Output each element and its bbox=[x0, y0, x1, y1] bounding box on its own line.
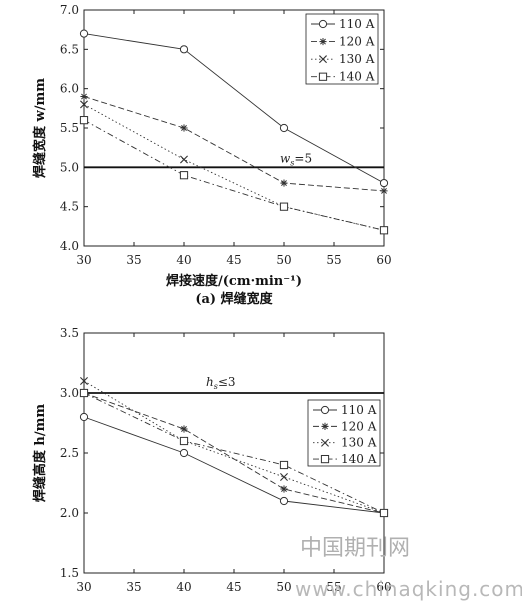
x-tick-label: 35 bbox=[126, 253, 141, 267]
legend-marker bbox=[321, 422, 329, 430]
watermark-url: www.chinaqking.com bbox=[295, 577, 522, 601]
x-tick-label: 30 bbox=[76, 580, 91, 594]
x-tick-label: 40 bbox=[176, 580, 191, 594]
x-tick-label: 35 bbox=[126, 580, 141, 594]
legend-label: 140 A bbox=[341, 452, 377, 466]
data-point bbox=[79, 29, 89, 38]
chart-weld-width: 30 35 40 45 50 55 60 4.0 4.5 5.0 5.5 6.0 6.5 7.0 ws=5 1… bbox=[32, 3, 392, 307]
x-tick-label: 55 bbox=[326, 580, 341, 594]
series-line bbox=[83, 96, 385, 192]
legend-frame bbox=[307, 399, 381, 467]
series-110a bbox=[79, 29, 389, 188]
legend-label: 130 A bbox=[339, 52, 375, 66]
series-line bbox=[83, 416, 385, 514]
legend-marker bbox=[320, 405, 330, 415]
y-axis-label: 焊缝高度 h/mm bbox=[32, 404, 48, 502]
y-tick-label: 7.0 bbox=[60, 3, 79, 17]
series-140a bbox=[79, 388, 389, 518]
y-tick-label: 2.5 bbox=[60, 446, 79, 460]
data-point bbox=[179, 171, 189, 180]
legend-label: 140 A bbox=[339, 70, 375, 84]
y-tick-label: 4.0 bbox=[60, 239, 79, 253]
data-point bbox=[280, 179, 288, 187]
data-point bbox=[379, 226, 389, 235]
series-line bbox=[83, 380, 385, 514]
legend-marker bbox=[320, 454, 330, 464]
series-line bbox=[83, 33, 385, 184]
legend-marker bbox=[318, 72, 328, 81]
legend: 110 A 120 A 130 A 140 A bbox=[305, 13, 379, 85]
legend-marker bbox=[319, 37, 327, 46]
legend-label: 120 A bbox=[339, 35, 375, 49]
watermark: 中国期刊网 www.chinaqking.com bbox=[295, 536, 522, 601]
legend-marker bbox=[319, 55, 327, 64]
legend-label: 130 A bbox=[341, 436, 377, 450]
reference-label: hs≤3 bbox=[206, 375, 236, 391]
data-point bbox=[80, 100, 88, 109]
y-tick-label: 6.0 bbox=[60, 82, 79, 96]
x-tick-label: 45 bbox=[226, 580, 241, 594]
x-tick-label: 60 bbox=[376, 253, 391, 267]
series-120a bbox=[80, 92, 388, 195]
legend-label: 110 A bbox=[339, 17, 375, 31]
data-point bbox=[280, 473, 288, 481]
series-line bbox=[83, 392, 385, 514]
chart-weld-height: 30 35 40 45 50 55 60 1.5 2.0 2.5 3.0 3.5 hs≤3 110 A 12… bbox=[32, 326, 392, 594]
data-point bbox=[180, 124, 188, 132]
x-tick-label: 60 bbox=[376, 580, 391, 594]
y-tick-label: 3.5 bbox=[60, 326, 79, 340]
x-tick-label: 50 bbox=[276, 253, 291, 267]
series-line bbox=[83, 392, 385, 514]
data-point bbox=[80, 377, 88, 385]
series-140a bbox=[79, 116, 389, 235]
x-tick-label: 30 bbox=[76, 253, 91, 267]
data-point bbox=[180, 155, 188, 164]
y-tick-label: 5.0 bbox=[60, 160, 79, 174]
x-tick-label: 45 bbox=[226, 253, 241, 267]
reference-label: ws=5 bbox=[280, 151, 312, 167]
data-point bbox=[179, 448, 189, 458]
watermark-text: 中国期刊网 bbox=[300, 536, 410, 561]
data-point bbox=[279, 460, 289, 470]
data-point bbox=[380, 187, 388, 195]
data-point bbox=[279, 496, 289, 506]
legend-marker bbox=[321, 438, 329, 447]
legend: 110 A 120 A 130 A 140 A bbox=[307, 399, 381, 467]
y-tick-label: 1.5 bbox=[60, 566, 79, 580]
data-point bbox=[279, 123, 289, 133]
data-point bbox=[379, 178, 389, 188]
x-tick-label: 40 bbox=[176, 253, 191, 267]
y-tick-label: 2.0 bbox=[60, 506, 79, 520]
y-tick-label: 6.5 bbox=[60, 42, 79, 56]
data-point bbox=[180, 425, 188, 433]
x-tick-label: 50 bbox=[276, 580, 291, 594]
chart-caption: (a) 焊缝宽度 bbox=[195, 291, 273, 307]
series-line bbox=[83, 119, 385, 231]
data-point bbox=[179, 436, 189, 446]
y-tick-label: 5.5 bbox=[60, 121, 79, 135]
y-tick-label: 4.5 bbox=[60, 200, 79, 214]
legend-label: 120 A bbox=[341, 419, 377, 433]
x-tick-label: 55 bbox=[326, 253, 341, 267]
x-axis-label: 焊接速度/(cm·min⁻¹) bbox=[166, 273, 302, 289]
data-point bbox=[379, 508, 389, 518]
data-point bbox=[279, 202, 289, 211]
y-axis-label: 焊缝宽度 w/mm bbox=[32, 78, 48, 178]
data-point bbox=[79, 388, 89, 398]
data-point bbox=[80, 92, 88, 101]
legend-frame bbox=[305, 13, 379, 85]
data-point bbox=[79, 412, 89, 422]
legend-marker bbox=[318, 19, 328, 29]
legend-label: 110 A bbox=[341, 403, 377, 417]
data-point bbox=[179, 45, 189, 54]
y-tick-label: 3.0 bbox=[60, 386, 79, 400]
data-point bbox=[280, 485, 288, 493]
data-point bbox=[79, 116, 89, 125]
